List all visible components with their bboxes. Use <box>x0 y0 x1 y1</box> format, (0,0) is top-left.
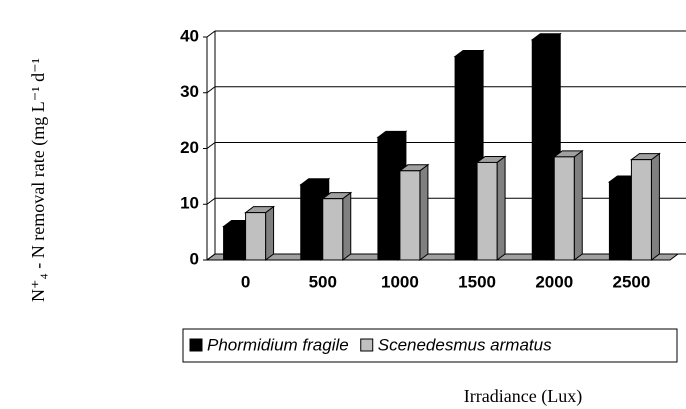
bar <box>630 159 652 261</box>
bar <box>399 170 421 261</box>
legend-box <box>182 328 678 363</box>
x-tick-label: 2000 <box>535 272 573 291</box>
x-tick-label: 0 <box>241 272 250 291</box>
floor <box>205 253 680 261</box>
x-tick-label: 500 <box>309 272 337 291</box>
y-axis-title: N⁺₄ - N removal rate (mg L⁻¹ d⁻¹ <box>28 58 49 302</box>
depth-line <box>206 30 216 38</box>
depth-line <box>206 253 216 261</box>
bar <box>223 226 245 261</box>
depth-line <box>206 197 216 205</box>
bar <box>377 136 399 261</box>
bar <box>454 56 476 261</box>
bar <box>300 184 322 261</box>
legend-swatch <box>360 338 374 352</box>
bar-side <box>573 149 583 261</box>
x-tick-label: 2500 <box>613 272 651 291</box>
bar <box>322 198 344 261</box>
legend-swatch <box>189 338 203 352</box>
y-tick-label: 40 <box>180 26 199 45</box>
x-axis-title: Irradiance (Lux) <box>464 386 582 407</box>
depth-line <box>206 142 216 149</box>
bar <box>245 212 267 261</box>
bar-side <box>496 155 506 261</box>
y-tick-label: 0 <box>190 249 199 268</box>
x-tick-label: 1000 <box>381 272 419 291</box>
depth-line <box>206 86 216 94</box>
y-tick-label: 10 <box>180 194 199 213</box>
legend-label: Scenedesmus armatus <box>378 335 552 354</box>
y-tick-label: 30 <box>180 82 199 101</box>
legend-label: Phormidium fragile <box>207 335 349 354</box>
y-tick-label: 20 <box>180 138 199 157</box>
bar <box>553 156 575 261</box>
bar-side <box>419 163 429 261</box>
bar <box>608 181 630 261</box>
x-tick-label: 1500 <box>458 272 496 291</box>
bar-side <box>342 191 352 261</box>
bar <box>476 161 498 261</box>
bar-side <box>650 152 660 261</box>
bar-side <box>265 205 275 261</box>
bar <box>531 39 553 261</box>
